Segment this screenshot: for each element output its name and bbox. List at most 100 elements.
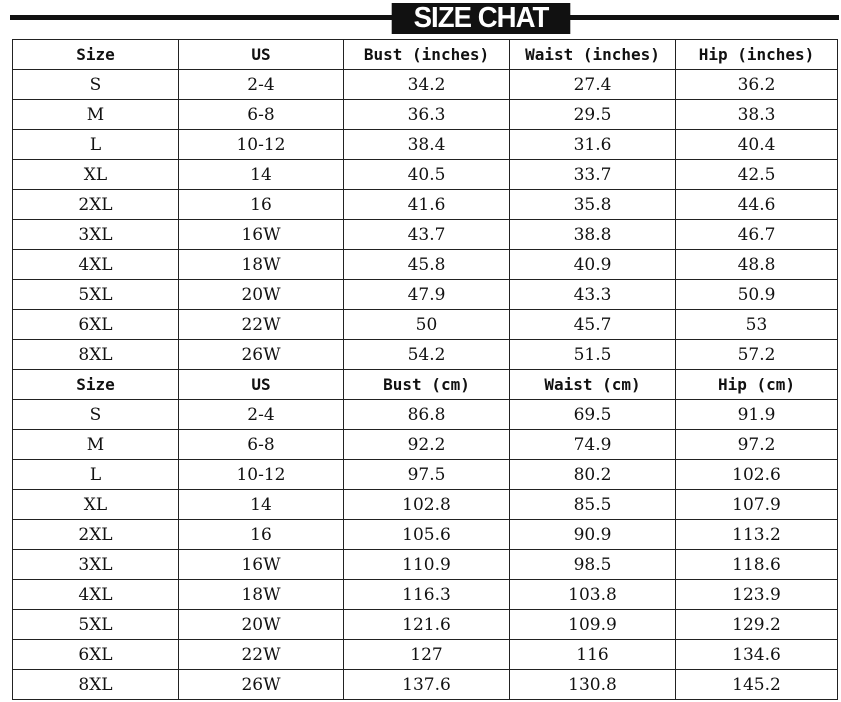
table-row: XL 14 40.5 33.7 42.5 bbox=[12, 159, 838, 190]
table-row: 2XL 16 105.6 90.9 113.2 bbox=[12, 519, 838, 550]
table-cell: 69.5 bbox=[509, 399, 676, 430]
table-cell: L bbox=[12, 459, 179, 490]
table-row: 3XL 16W 110.9 98.5 118.6 bbox=[12, 549, 838, 580]
table-cell: 134.6 bbox=[675, 639, 838, 670]
table-cell: 38.3 bbox=[675, 99, 838, 130]
header-row-inches: Size US Bust (inches) Waist (inches) Hip (in… bbox=[12, 39, 838, 70]
table-cell: 6-8 bbox=[178, 429, 344, 460]
table-cell: 86.8 bbox=[343, 399, 510, 430]
table-cell: 6XL bbox=[12, 639, 179, 670]
table-row: XL 14 102.8 85.5 107.9 bbox=[12, 489, 838, 520]
table-row: 3XL 16W 43.7 38.8 46.7 bbox=[12, 219, 838, 250]
table-cell: 3XL bbox=[12, 549, 179, 580]
table-cell: 14 bbox=[178, 159, 344, 190]
table-cell: 31.6 bbox=[509, 129, 676, 160]
table-cell: 22W bbox=[178, 639, 344, 670]
table-cell: 41.6 bbox=[343, 189, 510, 220]
table-cell: 3XL bbox=[12, 219, 179, 250]
table-cell: 50.9 bbox=[675, 279, 838, 310]
table-cell: M bbox=[12, 429, 179, 460]
table-cell: 127 bbox=[343, 639, 510, 670]
table-row: L 10-12 97.5 80.2 102.6 bbox=[12, 459, 838, 490]
table-cell: 22W bbox=[178, 309, 344, 340]
table-cell: 18W bbox=[178, 249, 344, 280]
table-cell: 53 bbox=[675, 309, 838, 340]
table-cell: 8XL bbox=[12, 669, 179, 700]
table-row: M 6-8 92.2 74.9 97.2 bbox=[12, 429, 838, 460]
table-cell: 6-8 bbox=[178, 99, 344, 130]
table-cell: 57.2 bbox=[675, 339, 838, 370]
table-cell: 130.8 bbox=[509, 669, 676, 700]
table-cell: 45.7 bbox=[509, 309, 676, 340]
table-cell: 80.2 bbox=[509, 459, 676, 490]
table-cell: 98.5 bbox=[509, 549, 676, 580]
header-row-cm: Size US Bust (cm) Waist (cm) Hip (cm) bbox=[12, 369, 838, 400]
table-cell: 50 bbox=[343, 309, 510, 340]
table-cell: S bbox=[12, 69, 179, 100]
table-row: 4XL 18W 116.3 103.8 123.9 bbox=[12, 579, 838, 610]
column-header: Bust (cm) bbox=[343, 369, 510, 400]
table-cell: 107.9 bbox=[675, 489, 838, 520]
table-cell: 46.7 bbox=[675, 219, 838, 250]
table-cell: 42.5 bbox=[675, 159, 838, 190]
table-cell: 8XL bbox=[12, 339, 179, 370]
table-cell: 2-4 bbox=[178, 69, 344, 100]
table-cell: XL bbox=[12, 159, 179, 190]
table-row: 4XL 18W 45.8 40.9 48.8 bbox=[12, 249, 838, 280]
table-cell: 10-12 bbox=[178, 129, 344, 160]
table-cell: 44.6 bbox=[675, 189, 838, 220]
table-cell: 26W bbox=[178, 339, 344, 370]
table-cell: 10-12 bbox=[178, 459, 344, 490]
table-cell: 102.6 bbox=[675, 459, 838, 490]
table-cell: 38.8 bbox=[509, 219, 676, 250]
table-cell: 110.9 bbox=[343, 549, 510, 580]
table-row: 2XL 16 41.6 35.8 44.6 bbox=[12, 189, 838, 220]
table-row: S 2-4 86.8 69.5 91.9 bbox=[12, 399, 838, 430]
table-cell: M bbox=[12, 99, 179, 130]
table-cell: 43.3 bbox=[509, 279, 676, 310]
table-cell: 26W bbox=[178, 669, 344, 700]
column-header: Size bbox=[12, 39, 179, 70]
table-cell: 97.2 bbox=[675, 429, 838, 460]
table-cell: 123.9 bbox=[675, 579, 838, 610]
table-cell: 16W bbox=[178, 549, 344, 580]
table-cell: 118.6 bbox=[675, 549, 838, 580]
table-cell: 116.3 bbox=[343, 579, 510, 610]
table-cell: 14 bbox=[178, 489, 344, 520]
table-cell: 4XL bbox=[12, 249, 179, 280]
table-cell: 2-4 bbox=[178, 399, 344, 430]
table-row: 6XL 22W 50 45.7 53 bbox=[12, 309, 838, 340]
column-header: Hip (cm) bbox=[675, 369, 838, 400]
column-header: US bbox=[178, 369, 344, 400]
table-cell: 16 bbox=[178, 189, 344, 220]
table-cell: 5XL bbox=[12, 279, 179, 310]
table-row: 8XL 26W 137.6 130.8 145.2 bbox=[12, 669, 838, 700]
table-row: 5XL 20W 47.9 43.3 50.9 bbox=[12, 279, 838, 310]
table-cell: 34.2 bbox=[343, 69, 510, 100]
table-cell: 92.2 bbox=[343, 429, 510, 460]
table-cell: 35.8 bbox=[509, 189, 676, 220]
table-cell: 109.9 bbox=[509, 609, 676, 640]
table-cell: 16 bbox=[178, 519, 344, 550]
table-row: 8XL 26W 54.2 51.5 57.2 bbox=[12, 339, 838, 370]
table-cell: 5XL bbox=[12, 609, 179, 640]
chart-title: SIZE CHAT bbox=[391, 3, 571, 34]
table-cell: 102.8 bbox=[343, 489, 510, 520]
table-cell: 20W bbox=[178, 609, 344, 640]
table-cell: 85.5 bbox=[509, 489, 676, 520]
size-chart-table: Size US Bust (inches) Waist (inches) Hip (in… bbox=[12, 39, 838, 700]
table-cell: 40.9 bbox=[509, 249, 676, 280]
table-cell: 20W bbox=[178, 279, 344, 310]
table-cell: 45.8 bbox=[343, 249, 510, 280]
column-header: US bbox=[178, 39, 344, 70]
table-cell: 105.6 bbox=[343, 519, 510, 550]
table-cell: 40.4 bbox=[675, 129, 838, 160]
table-row: S 2-4 34.2 27.4 36.2 bbox=[12, 69, 838, 100]
table-cell: 36.3 bbox=[343, 99, 510, 130]
table-row: M 6-8 36.3 29.5 38.3 bbox=[12, 99, 838, 130]
table-cell: 29.5 bbox=[509, 99, 676, 130]
column-header: Waist (cm) bbox=[509, 369, 676, 400]
table-cell: 103.8 bbox=[509, 579, 676, 610]
table-row: 6XL 22W 127 116 134.6 bbox=[12, 639, 838, 670]
table-cell: 48.8 bbox=[675, 249, 838, 280]
